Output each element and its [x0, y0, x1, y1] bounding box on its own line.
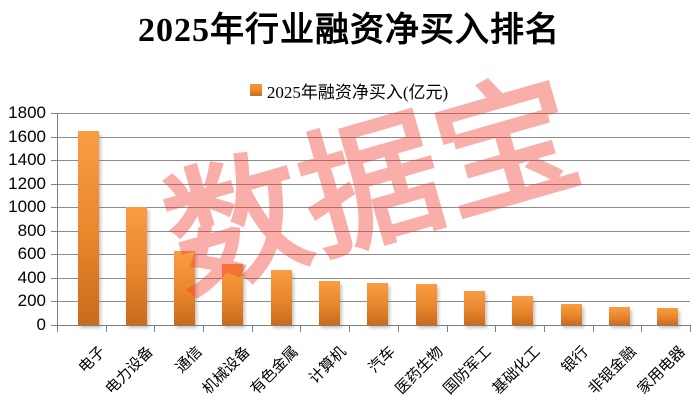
x-axis-label: 家用电器 [634, 343, 689, 398]
y-tick-200 [51, 301, 57, 303]
bar-计算机 [319, 280, 340, 325]
x-tick [203, 326, 205, 332]
bar-医药生物 [415, 283, 437, 325]
y-axis-label: 200 [17, 291, 46, 311]
y-tick-1000 [51, 207, 57, 209]
y-axis-label: 600 [17, 244, 46, 264]
bar-非银金融 [608, 306, 630, 325]
bar-电力设备 [125, 207, 147, 325]
x-tick [251, 326, 253, 332]
bar-基础化工 [512, 296, 534, 325]
y-tick-1600 [51, 136, 57, 138]
legend: 2025年融资净买入(亿元) [0, 80, 698, 102]
x-axis-label: 机械设备 [199, 343, 254, 398]
x-axis-label: 电力设备 [103, 343, 158, 398]
gridline-1200 [57, 183, 690, 185]
x-tick [57, 326, 58, 332]
y-tick-1200 [51, 183, 57, 185]
x-tick [154, 326, 156, 332]
x-axis-label: 银行 [559, 343, 592, 377]
gridline-600 [57, 254, 690, 256]
x-axis-label: 基础化工 [489, 343, 544, 398]
x-axis-label: 汽车 [365, 343, 399, 377]
x-axis-label: 有色金属 [248, 343, 302, 398]
legend-marker-icon [249, 84, 262, 96]
legend-label: 2025年融资净买入(亿元) [266, 82, 449, 102]
bar-有色金属 [270, 270, 292, 325]
y-tick-1800 [51, 113, 57, 114]
y-axis-label: 1200 [8, 173, 46, 193]
bar-国防军工 [463, 291, 485, 325]
x-tick [641, 326, 643, 332]
gridline-1000 [57, 207, 690, 209]
x-axis-label: 医药生物 [393, 343, 447, 398]
x-axis-label: 电子 [76, 343, 109, 377]
gridline-1800 [57, 113, 690, 114]
y-axis-label: 1600 [8, 126, 46, 146]
x-axis-label: 国防军工 [441, 343, 496, 398]
y-axis-label: 1800 [8, 103, 46, 122]
bar-家用电器 [657, 307, 679, 325]
y-axis-label: 400 [17, 267, 46, 287]
y-axis-line [57, 113, 58, 325]
y-tick-1400 [51, 160, 57, 162]
bar-汽车 [367, 282, 389, 325]
x-tick [300, 326, 302, 332]
x-axis-label: 通信 [172, 343, 206, 377]
y-tick-600 [51, 254, 57, 256]
bar-银行 [560, 303, 582, 325]
y-tick-0 [51, 325, 57, 326]
bar-通信 [174, 251, 196, 325]
chart-title: 2025年行业融资净买入排名 [138, 12, 560, 49]
y-axis-label: 1000 [8, 197, 46, 217]
y-axis-label: 1400 [8, 150, 46, 170]
bar-机械设备 [222, 264, 244, 325]
x-tick [397, 326, 399, 332]
gridline-1400 [57, 160, 690, 162]
x-tick [495, 326, 497, 332]
y-axis-label: 800 [17, 220, 46, 240]
x-tick [543, 326, 545, 332]
x-axis-label: 非银金融 [586, 343, 641, 398]
y-tick-400 [51, 277, 57, 279]
x-tick [446, 326, 448, 332]
x-axis-label: 计算机 [307, 343, 351, 388]
x-tick [349, 326, 351, 332]
bar-电子 [77, 130, 99, 325]
gridline-800 [57, 230, 690, 232]
x-axis-line [57, 325, 691, 326]
gridline-1600 [57, 136, 690, 138]
x-tick [105, 326, 107, 332]
x-tick [592, 326, 594, 332]
x-tick [690, 326, 691, 332]
y-axis-label: 0 [36, 315, 46, 334]
y-tick-800 [51, 230, 57, 232]
gridline-400 [57, 277, 690, 279]
